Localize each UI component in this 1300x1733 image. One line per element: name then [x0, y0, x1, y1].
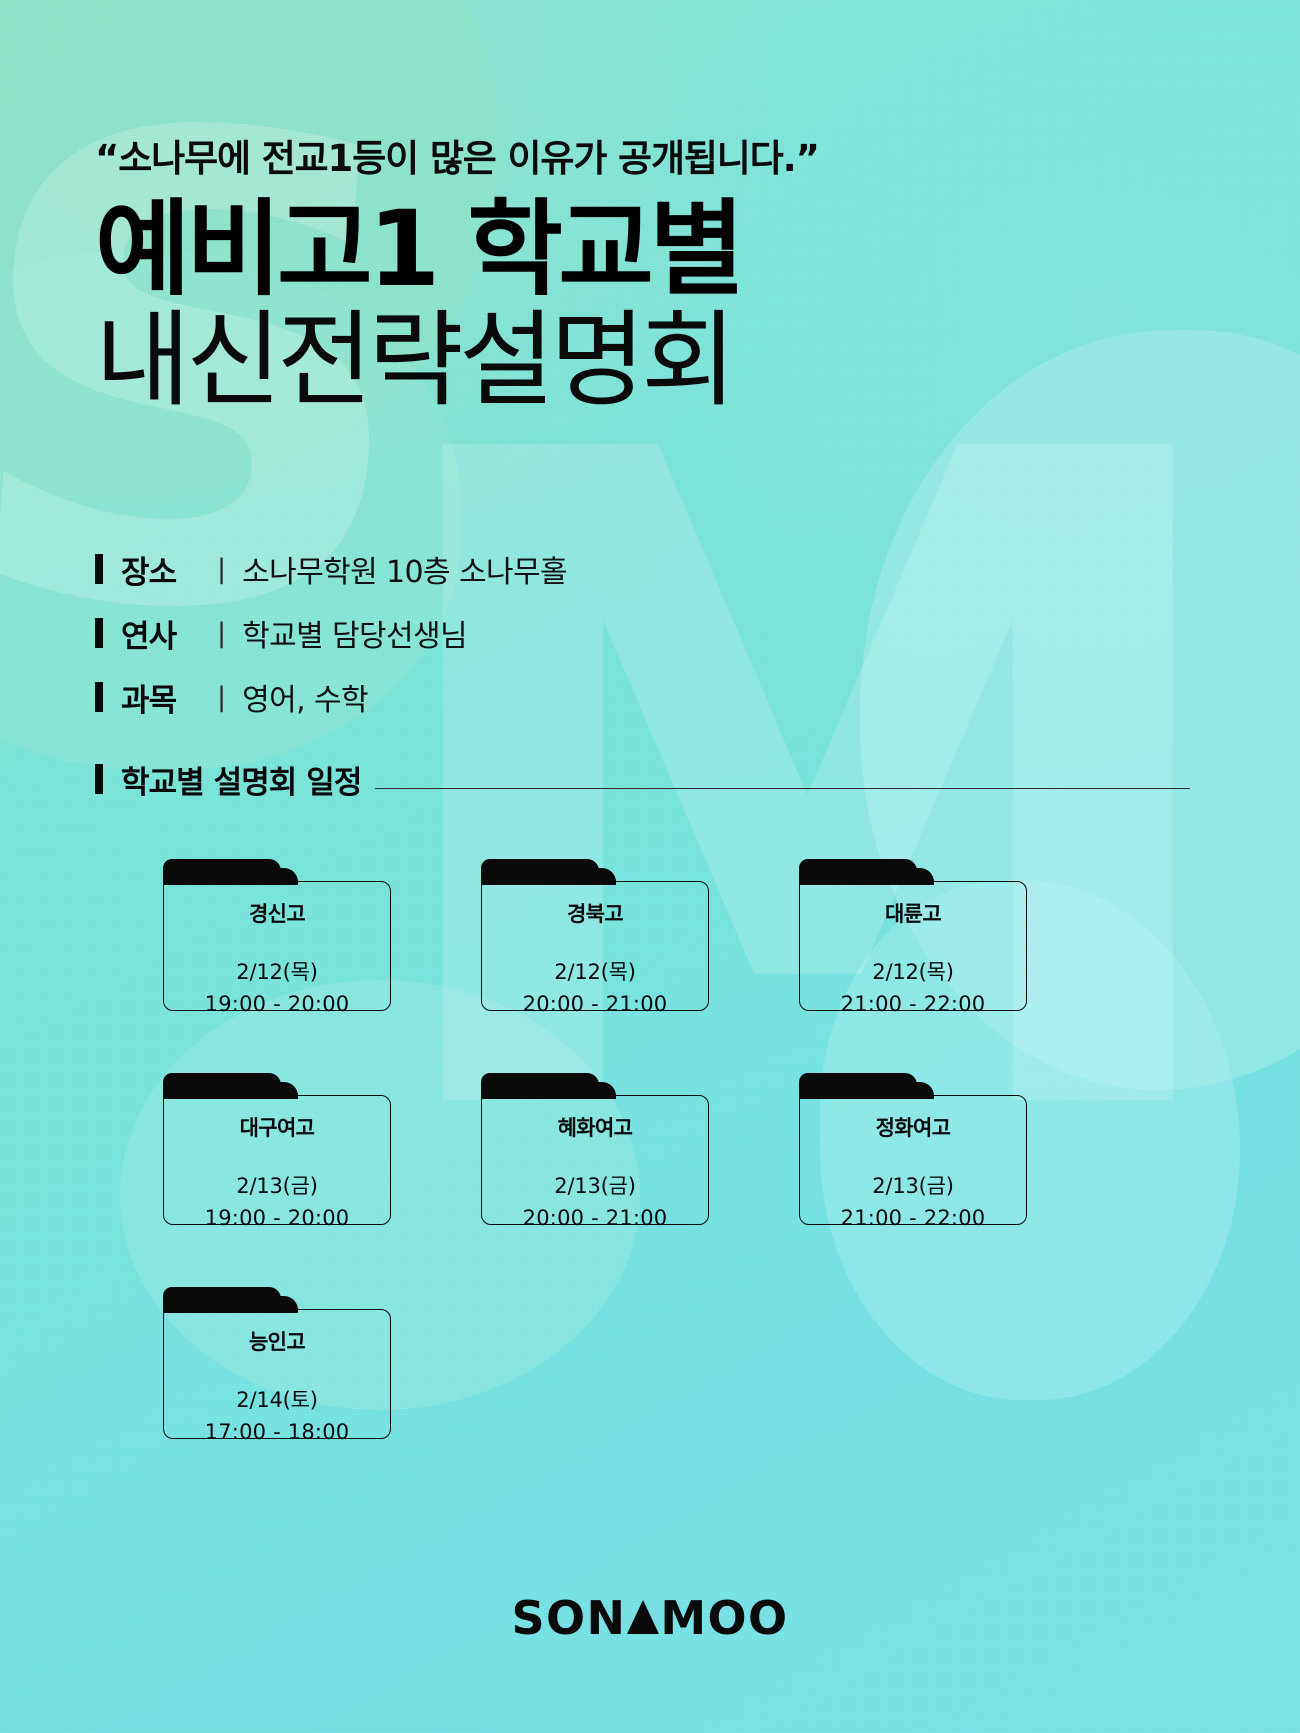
card-date: 2/12(목) — [872, 960, 954, 985]
card-school-name: 대륜고 — [884, 902, 942, 927]
info-label-venue: 장소 — [121, 554, 177, 591]
schedule-card[interactable]: 경신고 2/12(목) 19:00 - 20:00 — [163, 859, 391, 1016]
card-school-name: 혜화여고 — [557, 1116, 633, 1141]
schedule-card[interactable]: 능인고 2/14(토) 17:00 - 18:00 — [163, 1287, 391, 1444]
schedule-card[interactable]: 대구여고 2/13(금) 19:00 - 20:00 — [163, 1073, 391, 1230]
card-time: 20:00 - 21:00 — [522, 992, 668, 1017]
brand-logo: SON MOO — [0, 1591, 1300, 1645]
info-label-speaker: 연사 — [121, 618, 177, 655]
card-school-name: 정화여고 — [875, 1116, 951, 1141]
card-date: 2/12(목) — [554, 960, 636, 985]
schedule-heading-row: 학교별 설명회 일정 — [95, 747, 1205, 811]
card-school-name: 대구여고 — [239, 1116, 315, 1141]
folder-body: 대구여고 2/13(금) 19:00 - 20:00 — [163, 1095, 391, 1230]
schedule-card[interactable]: 정화여고 2/13(금) 21:00 - 22:00 — [799, 1073, 1027, 1230]
schedule-card[interactable]: 대륜고 2/12(목) 21:00 - 22:00 — [799, 859, 1027, 1016]
info-value-subject: 영어, 수학 — [242, 683, 368, 719]
poster-content: “소나무에 전교1등이 많은 이유가 공개됩니다.” 예비고1 학교별 내신전략… — [0, 128, 1300, 1444]
brand-triangle-a-icon — [627, 1600, 660, 1634]
card-time: 17:00 - 18:00 — [204, 1420, 350, 1445]
bullet-bar-icon — [95, 554, 103, 585]
folder-body: 경북고 2/12(목) 20:00 - 21:00 — [481, 881, 709, 1016]
card-date: 2/14(토) — [236, 1388, 318, 1413]
folder-body: 능인고 2/14(토) 17:00 - 18:00 — [163, 1309, 391, 1444]
card-time: 20:00 - 21:00 — [522, 1206, 668, 1231]
card-school-name: 경북고 — [566, 902, 624, 927]
brand-logo-suffix: MOO — [660, 1591, 789, 1645]
card-time: 21:00 - 22:00 — [840, 992, 986, 1017]
info-value-speaker: 학교별 담당선생님 — [242, 619, 468, 655]
card-date: 2/13(금) — [872, 1174, 954, 1199]
schedule-card[interactable]: 혜화여고 2/13(금) 20:00 - 21:00 — [481, 1073, 709, 1230]
info-row-venue: 장소 | 소나무학원 10층 소나무홀 — [95, 537, 1205, 601]
brand-logo-text: SON MOO — [512, 1591, 789, 1645]
card-school-name: 경신고 — [248, 902, 306, 927]
info-row-subject: 과목 | 영어, 수학 — [95, 665, 1205, 729]
folder-tab-icon — [163, 1287, 298, 1314]
page-title-line-1: 예비고1 학교별 — [95, 188, 745, 310]
page-title-line-2: 내신전략설명회 — [95, 299, 737, 422]
bullet-bar-icon — [95, 682, 103, 713]
info-separator: | — [217, 553, 227, 585]
card-date: 2/13(금) — [554, 1174, 636, 1199]
schedule-card-grid: 경신고 2/12(목) 19:00 - 20:00 경북고 2/12(목) 20… — [95, 859, 1205, 1444]
brand-logo-prefix: SON — [511, 1591, 627, 1645]
card-time: 19:00 - 20:00 — [204, 992, 350, 1017]
folder-body: 대륜고 2/12(목) 21:00 - 22:00 — [799, 881, 1027, 1016]
folder-tab-icon — [481, 1073, 616, 1100]
folder-body: 혜화여고 2/13(금) 20:00 - 21:00 — [481, 1095, 709, 1230]
info-separator: | — [217, 681, 227, 713]
folder-body: 경신고 2/12(목) 19:00 - 20:00 — [163, 881, 391, 1016]
folder-tab-icon — [481, 859, 616, 886]
folder-body: 정화여고 2/13(금) 21:00 - 22:00 — [799, 1095, 1027, 1230]
info-row-speaker: 연사 | 학교별 담당선생님 — [95, 601, 1205, 665]
info-separator: | — [217, 617, 227, 649]
card-time: 19:00 - 20:00 — [204, 1206, 350, 1231]
schedule-heading: 학교별 설명회 일정 — [121, 764, 362, 801]
info-block: 장소 | 소나무학원 10층 소나무홀 연사 | 학교별 담당선생님 과목 | … — [95, 537, 1205, 811]
card-time: 21:00 - 22:00 — [840, 1206, 986, 1231]
card-date: 2/13(금) — [236, 1174, 318, 1199]
card-school-name: 능인고 — [248, 1330, 306, 1355]
kicker-quote: “소나무에 전교1등이 많은 이유가 공개됩니다.” — [95, 137, 820, 180]
folder-tab-icon — [163, 859, 298, 886]
folder-tab-icon — [163, 1073, 298, 1100]
bullet-bar-icon — [95, 764, 103, 795]
info-label-subject: 과목 — [121, 682, 177, 719]
bullet-bar-icon — [95, 618, 103, 649]
card-date: 2/12(목) — [236, 960, 318, 985]
schedule-heading-rule — [375, 787, 1190, 789]
schedule-card[interactable]: 경북고 2/12(목) 20:00 - 21:00 — [481, 859, 709, 1016]
info-value-venue: 소나무학원 10층 소나무홀 — [242, 555, 567, 591]
